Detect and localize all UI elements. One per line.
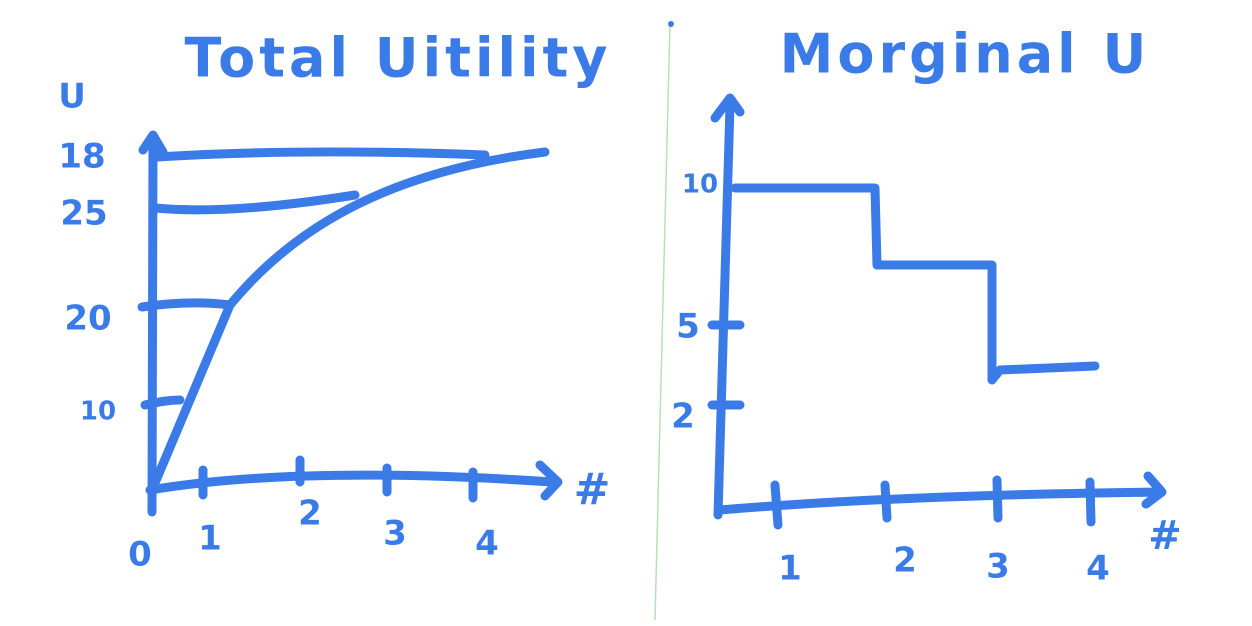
y-axis	[138, 130, 168, 517]
x-tick-label: 4	[1086, 549, 1110, 589]
total-utility-sketch	[137, 130, 563, 517]
x-tick-label: 2	[893, 541, 917, 581]
x-label: #	[574, 464, 611, 515]
marginal-steps	[730, 183, 1100, 385]
y-tick-label: 2	[671, 397, 695, 437]
x-tick-label: 4	[475, 524, 499, 564]
x-axis	[715, 471, 1167, 515]
x-tick-label: 1	[198, 519, 222, 559]
dot	[668, 21, 674, 27]
marginal-utility-sketch	[707, 93, 1167, 530]
y-tick-label: 18	[58, 137, 105, 177]
x-axis	[145, 460, 563, 501]
x-tick-label: 3	[383, 514, 407, 554]
y-tick-label: 5	[676, 307, 700, 347]
y-axis	[710, 93, 745, 520]
y-label: U	[58, 77, 86, 117]
x-tick-label: 2	[298, 494, 322, 534]
x-ticks	[198, 455, 478, 503]
x-label: #	[1148, 513, 1182, 559]
origin-label: 0	[128, 535, 152, 575]
x-tick-label: 3	[986, 547, 1010, 587]
title: Total Uitility	[184, 27, 611, 90]
y-tick-label: 20	[64, 299, 111, 339]
utility-curve	[147, 147, 550, 495]
y-ticks	[707, 320, 745, 410]
title: Morginal U	[780, 23, 1151, 86]
y-tick-label: 25	[60, 194, 107, 234]
x-tick-label: 1	[778, 549, 802, 589]
level-lines	[137, 147, 490, 410]
x-ticks	[770, 475, 1096, 530]
y-tick-label: 10	[682, 170, 718, 200]
y-tick-label: 10	[80, 397, 116, 427]
divider	[654, 21, 671, 621]
